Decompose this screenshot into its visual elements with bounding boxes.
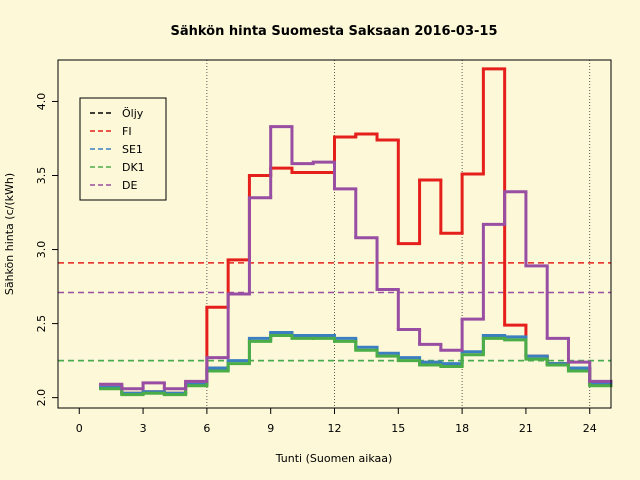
y-tick-label: 2.5	[35, 315, 48, 333]
x-tick-label: 0	[76, 422, 83, 435]
chart-title: Sähkön hinta Suomesta Saksaan 2016-03-15	[170, 24, 497, 39]
legend-label: FI	[122, 125, 132, 138]
x-tick-label: 9	[267, 422, 274, 435]
y-axis-label: Sähkön hinta (c/(kWh)	[3, 173, 16, 295]
x-tick-label: 21	[519, 422, 533, 435]
legend-label: DE	[122, 179, 137, 192]
y-tick-label: 3.5	[35, 167, 48, 185]
x-tick-label: 12	[328, 422, 342, 435]
legend-label: SE1	[122, 143, 143, 156]
x-tick-label: 6	[203, 422, 210, 435]
legend-label: DK1	[122, 161, 145, 174]
x-axis-label: Tunti (Suomen aikaa)	[275, 452, 393, 465]
x-tick-label: 15	[391, 422, 405, 435]
y-tick-label: 4.0	[35, 93, 48, 111]
y-tick-label: 2.0	[35, 389, 48, 407]
x-tick-label: 18	[455, 422, 469, 435]
legend-label: Öljy	[122, 107, 144, 120]
y-tick-label: 3.0	[35, 241, 48, 259]
x-tick-label: 3	[140, 422, 147, 435]
step-connector	[120, 126, 592, 389]
x-tick-label: 24	[583, 422, 597, 435]
step-connector	[120, 335, 592, 395]
